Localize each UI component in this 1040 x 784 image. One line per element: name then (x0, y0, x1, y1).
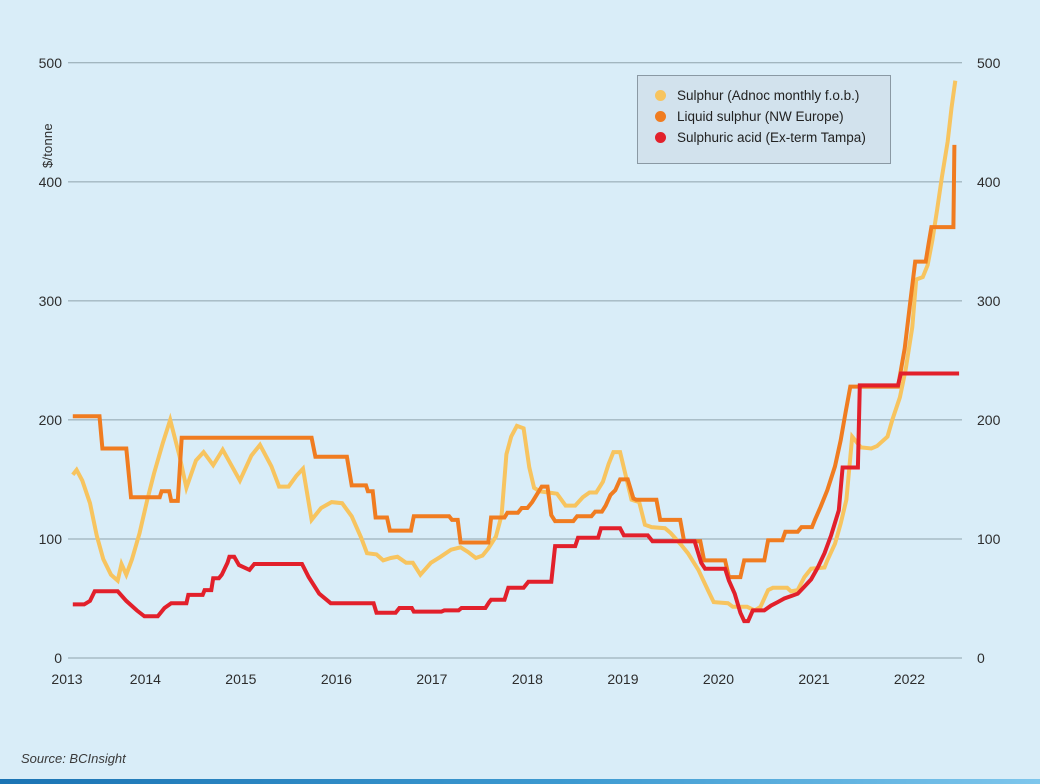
legend-item-liquid-sulphur: Liquid sulphur (NW Europe) (638, 106, 890, 127)
legend-label-liquid-sulphur: Liquid sulphur (NW Europe) (677, 109, 844, 124)
source-note: Source: BCInsight (21, 751, 126, 766)
x-tick-label-2020: 2020 (702, 671, 735, 687)
x-tick-label-2016: 2016 (320, 671, 352, 687)
y-tick-label-left: 200 (38, 411, 62, 428)
series-line-sulphuric-acid-tampa (72, 371, 960, 624)
x-tick-label-2014: 2014 (129, 671, 161, 687)
y-tick-label-right: 300 (977, 292, 1001, 309)
y-tick-label-left: 100 (38, 530, 62, 547)
legend-item-sulphuric-acid: Sulphuric acid (Ex-term Tampa) (638, 127, 890, 148)
x-tick-label-2018: 2018 (511, 671, 543, 687)
x-tick-label-2021: 2021 (798, 671, 830, 687)
y-tick-label-left: 400 (38, 173, 62, 190)
liquid-sulphur-color-dot-icon (655, 111, 666, 122)
y-tick-label-right: 0 (977, 650, 985, 666)
legend: Sulphur (Adnoc monthly f.o.b.) Liquid su… (637, 75, 891, 164)
legend-item-sulphur-adnoc: Sulphur (Adnoc monthly f.o.b.) (638, 85, 890, 106)
y-axis-title: $/tonne (40, 123, 55, 168)
sulphur-adnoc-color-dot-icon (655, 90, 666, 101)
x-tick-label-2022: 2022 (893, 671, 926, 687)
legend-label-sulphur-adnoc: Sulphur (Adnoc monthly f.o.b.) (677, 88, 860, 103)
x-tick-label-2015: 2015 (225, 671, 257, 687)
y-tick-label-left: 500 (38, 54, 62, 71)
series-line-liquid-sulphur-nw-europe (72, 144, 957, 580)
x-tick-label-2019: 2019 (607, 671, 639, 687)
series-line-sulphur-adnoc (71, 80, 958, 613)
y-tick-label-left: 0 (54, 650, 62, 666)
sulphuric-acid-color-dot-icon (655, 132, 666, 143)
y-tick-label-right: 200 (977, 411, 1001, 428)
y-tick-label-right: 100 (977, 530, 1001, 547)
y-tick-label-left: 300 (38, 292, 62, 309)
legend-label-sulphuric-acid: Sulphuric acid (Ex-term Tampa) (677, 130, 866, 145)
bottom-accent-bar (0, 779, 1040, 784)
x-tick-label-2013: 2013 (51, 671, 83, 687)
y-tick-label-right: 400 (977, 173, 1001, 190)
y-tick-label-right: 500 (977, 54, 1001, 71)
x-tick-label-2017: 2017 (416, 671, 448, 687)
